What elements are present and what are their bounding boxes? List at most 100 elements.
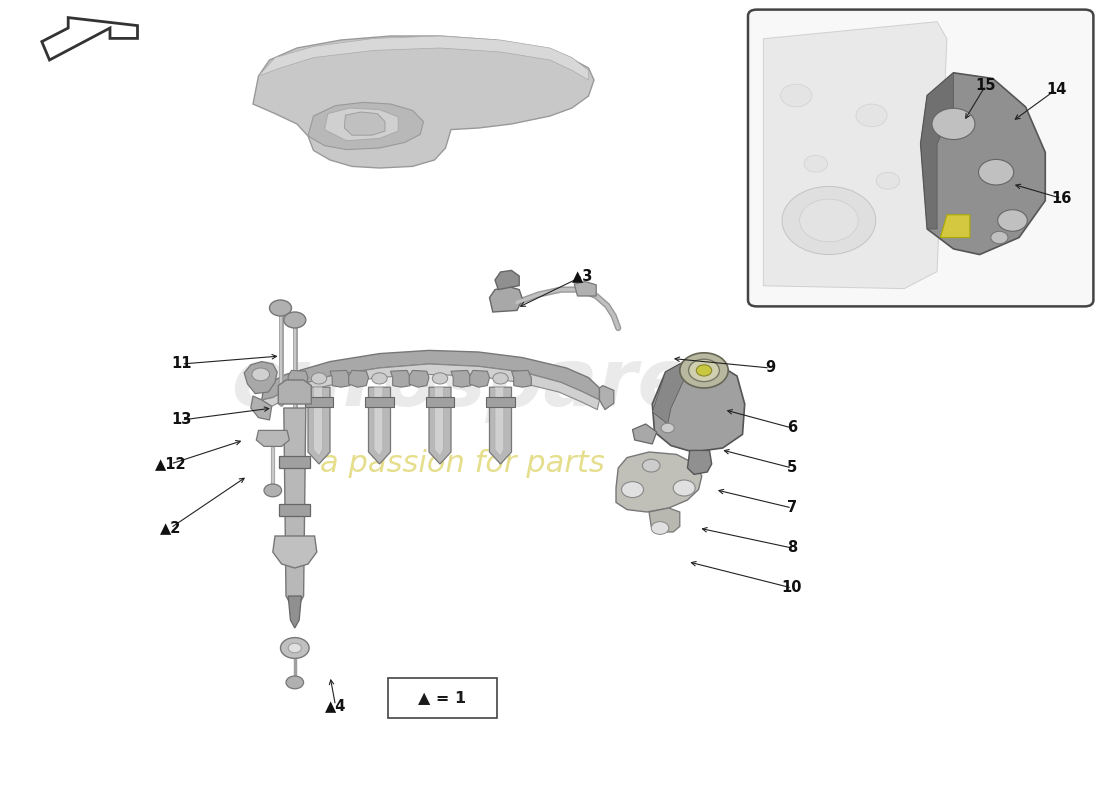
FancyBboxPatch shape — [388, 678, 497, 718]
Text: ▲4: ▲4 — [324, 698, 346, 713]
Polygon shape — [921, 73, 1045, 254]
Text: ▲ = 1: ▲ = 1 — [418, 690, 466, 705]
Circle shape — [673, 480, 695, 496]
Polygon shape — [600, 386, 614, 410]
Polygon shape — [495, 387, 504, 456]
Polygon shape — [279, 456, 310, 468]
Text: 14: 14 — [1046, 82, 1066, 97]
Circle shape — [270, 300, 292, 316]
Text: 9: 9 — [764, 361, 776, 375]
Circle shape — [781, 84, 812, 107]
Polygon shape — [262, 350, 600, 400]
Circle shape — [264, 484, 282, 497]
Text: 6: 6 — [786, 421, 798, 435]
Text: a passion for parts: a passion for parts — [320, 450, 604, 478]
Circle shape — [493, 373, 508, 384]
Polygon shape — [42, 18, 138, 60]
Circle shape — [696, 365, 712, 376]
Polygon shape — [344, 112, 385, 135]
Text: 15: 15 — [976, 78, 996, 93]
Text: ▲12: ▲12 — [155, 457, 186, 471]
Polygon shape — [652, 360, 704, 424]
Polygon shape — [308, 387, 330, 464]
Polygon shape — [649, 508, 680, 532]
Polygon shape — [253, 36, 594, 168]
Polygon shape — [426, 397, 454, 407]
Circle shape — [979, 159, 1014, 185]
Polygon shape — [262, 364, 600, 410]
Polygon shape — [470, 370, 490, 387]
Polygon shape — [374, 387, 383, 456]
Circle shape — [877, 172, 900, 190]
Circle shape — [280, 638, 309, 658]
Circle shape — [252, 368, 270, 381]
Text: 16: 16 — [1052, 191, 1071, 206]
Polygon shape — [512, 370, 531, 387]
Circle shape — [932, 108, 975, 139]
Polygon shape — [434, 387, 443, 456]
Polygon shape — [632, 424, 657, 444]
Polygon shape — [616, 452, 702, 512]
Polygon shape — [652, 360, 745, 452]
Polygon shape — [486, 397, 515, 407]
Polygon shape — [365, 397, 394, 407]
Circle shape — [642, 459, 660, 472]
Polygon shape — [330, 370, 350, 387]
Circle shape — [800, 199, 858, 242]
Polygon shape — [429, 387, 451, 464]
Polygon shape — [305, 397, 333, 407]
Polygon shape — [284, 408, 306, 612]
Polygon shape — [308, 102, 424, 150]
Circle shape — [804, 155, 827, 172]
Text: 13: 13 — [172, 413, 191, 427]
Circle shape — [991, 231, 1008, 244]
Text: ▲2: ▲2 — [160, 521, 182, 535]
Polygon shape — [451, 370, 471, 387]
Text: eurospare: eurospare — [231, 345, 693, 423]
Polygon shape — [495, 270, 519, 290]
Polygon shape — [921, 73, 954, 229]
Polygon shape — [763, 22, 947, 289]
Polygon shape — [490, 387, 512, 464]
Text: 11: 11 — [172, 357, 191, 371]
Polygon shape — [940, 214, 970, 238]
Polygon shape — [390, 370, 410, 387]
Polygon shape — [288, 370, 308, 387]
Polygon shape — [288, 596, 301, 628]
Polygon shape — [574, 282, 596, 296]
Text: 10: 10 — [782, 581, 802, 595]
Polygon shape — [244, 362, 277, 394]
Circle shape — [689, 359, 719, 382]
Circle shape — [998, 210, 1027, 231]
Polygon shape — [409, 370, 429, 387]
Polygon shape — [688, 450, 712, 474]
Polygon shape — [349, 370, 368, 387]
FancyBboxPatch shape — [748, 10, 1093, 306]
Polygon shape — [256, 430, 289, 446]
Circle shape — [661, 423, 674, 433]
Circle shape — [621, 482, 643, 498]
Text: 5: 5 — [786, 461, 798, 475]
Circle shape — [372, 373, 387, 384]
Circle shape — [651, 522, 669, 534]
Polygon shape — [490, 286, 522, 312]
Circle shape — [311, 373, 327, 384]
Circle shape — [782, 186, 876, 254]
Polygon shape — [278, 380, 311, 404]
Polygon shape — [279, 504, 310, 516]
Polygon shape — [314, 387, 322, 456]
Polygon shape — [258, 36, 588, 80]
Circle shape — [680, 353, 728, 388]
Circle shape — [286, 676, 304, 689]
Text: 8: 8 — [786, 541, 798, 555]
Polygon shape — [368, 387, 390, 464]
Polygon shape — [251, 396, 272, 420]
Circle shape — [288, 643, 301, 653]
Polygon shape — [324, 108, 398, 141]
Text: ▲3: ▲3 — [572, 269, 594, 283]
Polygon shape — [273, 536, 317, 568]
Circle shape — [856, 104, 887, 126]
Circle shape — [284, 312, 306, 328]
Text: 7: 7 — [786, 501, 798, 515]
Circle shape — [432, 373, 448, 384]
